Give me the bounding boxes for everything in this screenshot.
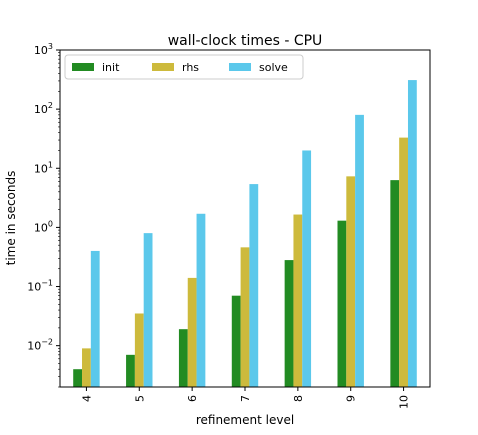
chart-title: wall-clock times - CPU <box>168 33 323 49</box>
x-tick-label-9: 9 <box>345 395 358 402</box>
y-tick-label-1: 101 <box>34 160 53 175</box>
bar-rhs-9 <box>346 176 356 387</box>
bar-rhs-4 <box>82 348 91 387</box>
x-axis-label: refinement level <box>196 413 294 427</box>
bar-init-4 <box>73 369 83 387</box>
legend: init rhs solve <box>64 54 304 80</box>
bar-solve-4 <box>90 250 100 387</box>
y-tick-label-3: 103 <box>34 42 53 57</box>
legend-swatch-rhs <box>152 63 174 71</box>
bar-rhs-7 <box>240 247 250 387</box>
bar-solve-8 <box>302 150 312 387</box>
y-tick-label-−1: 10−1 <box>27 279 53 294</box>
legend-swatch-solve <box>229 63 251 71</box>
legend-label-solve: solve <box>259 61 288 74</box>
legend-box <box>64 54 304 80</box>
bar-init-10 <box>390 180 400 387</box>
bar-solve-10 <box>407 80 417 387</box>
x-axis: 4 5 6 7 8 9 10 <box>80 387 411 409</box>
bar-rhs-6 <box>187 277 197 387</box>
x-tick-label-7: 7 <box>239 395 252 402</box>
bar-solve-6 <box>196 213 206 387</box>
y-axis-label: time in seconds <box>4 171 18 266</box>
bar-init-9 <box>337 220 347 387</box>
bar-rhs-10 <box>399 137 408 387</box>
bar-solve-7 <box>249 184 259 387</box>
x-tick-label-6: 6 <box>186 395 199 402</box>
bar-init-7 <box>231 295 241 387</box>
bar-solve-9 <box>355 114 364 388</box>
x-tick-label-4: 4 <box>80 395 93 402</box>
bars-layer <box>73 80 417 388</box>
x-tick-label-8: 8 <box>292 395 305 402</box>
bar-init-8 <box>284 260 294 387</box>
legend-label-rhs: rhs <box>182 61 199 74</box>
x-tick-label-10: 10 <box>398 395 411 409</box>
bar-rhs-8 <box>293 214 303 387</box>
x-tick-label-5: 5 <box>133 395 146 402</box>
bar-init-6 <box>178 329 188 387</box>
y-tick-label-0: 100 <box>34 219 53 234</box>
legend-label-init: init <box>102 61 120 74</box>
y-axis: 10−2 10−1 100 101 102 103 <box>27 42 60 388</box>
y-tick-label-−2: 10−2 <box>27 338 53 353</box>
bar-rhs-5 <box>134 313 144 387</box>
bar-init-5 <box>126 354 135 387</box>
bar-solve-5 <box>143 233 153 387</box>
y-tick-label-2: 102 <box>34 101 53 116</box>
legend-swatch-init <box>72 63 94 71</box>
